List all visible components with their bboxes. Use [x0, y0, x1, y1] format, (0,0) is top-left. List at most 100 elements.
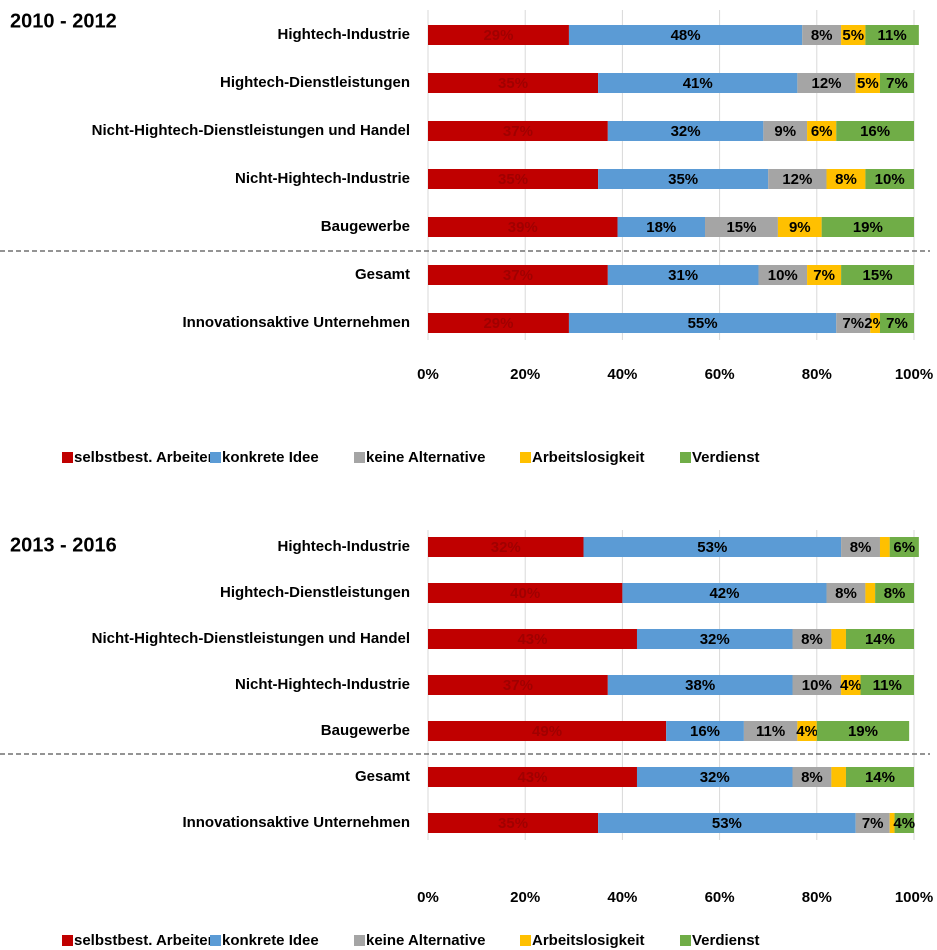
bar-segment	[865, 583, 876, 603]
category-label: Gesamt	[355, 768, 410, 785]
bar-segment	[841, 537, 880, 557]
bar-segment	[428, 537, 584, 557]
bar-segment	[428, 675, 608, 695]
chart-title: 2013 - 2016	[10, 534, 117, 556]
chart-title: 2010 - 2012	[10, 10, 117, 32]
legend-label: Arbeitslosigkeit	[532, 932, 645, 949]
bar-segment	[568, 25, 803, 45]
category-label: Nicht-Hightech-Industrie	[235, 676, 410, 693]
bar-segment	[831, 629, 846, 649]
bar-segment	[816, 721, 910, 741]
data-label: 8%	[884, 585, 906, 602]
data-label: 53%	[697, 539, 727, 556]
bar-segment	[622, 583, 827, 603]
data-label: 4%	[796, 723, 818, 740]
data-label: 43%	[517, 769, 547, 786]
data-label: 8%	[850, 539, 872, 556]
legend-marker	[680, 935, 691, 946]
bar-segment	[797, 73, 856, 93]
bar-segment	[889, 813, 895, 833]
data-label: 35%	[498, 815, 528, 832]
data-label: 35%	[498, 171, 528, 188]
data-label: 6%	[893, 539, 915, 556]
bar-segment	[428, 583, 623, 603]
bar-segment	[428, 629, 637, 649]
bar-segment	[870, 313, 880, 333]
category-label: Nicht-Hightech-Dienstleistungen und Hand…	[92, 630, 410, 647]
bar-segment	[792, 767, 832, 787]
data-label: 41%	[683, 75, 713, 92]
bar-segment	[860, 675, 914, 695]
bar-segment	[855, 73, 880, 93]
legend-label: konkrete Idee	[222, 449, 319, 466]
bar-segment	[821, 217, 914, 237]
category-label: Innovationsaktive Unternehmen	[182, 814, 410, 831]
bar-segment	[841, 265, 914, 285]
data-label: 14%	[865, 769, 895, 786]
bar-segment	[807, 265, 842, 285]
data-label: 38%	[685, 677, 715, 694]
legend-marker	[520, 935, 531, 946]
bar-segment	[607, 675, 793, 695]
data-label: 37%	[503, 677, 533, 694]
bar-segment	[763, 121, 808, 141]
data-label: 35%	[668, 171, 698, 188]
bar-segment	[568, 313, 837, 333]
bar-segment	[879, 537, 890, 557]
data-label: 11%	[756, 723, 785, 740]
data-label: 9%	[774, 123, 796, 140]
x-tick-label: 40%	[607, 889, 637, 906]
legend-marker	[62, 452, 73, 463]
legend-label: Verdienst	[692, 449, 760, 466]
x-tick-label: 40%	[607, 366, 637, 383]
legend-label: keine Alternative	[366, 449, 486, 466]
legend-label: Arbeitslosigkeit	[532, 449, 645, 466]
x-tick-label: 80%	[802, 366, 832, 383]
data-label: 10%	[875, 171, 905, 188]
data-label: 8%	[835, 585, 857, 602]
data-label: 7%	[813, 267, 835, 284]
category-label: Gesamt	[355, 266, 410, 283]
bar-segment	[428, 73, 599, 93]
data-label: 49%	[532, 723, 562, 740]
bar-segment	[428, 169, 599, 189]
bar-segment	[428, 767, 637, 787]
bar-segment	[845, 767, 914, 787]
data-label: 18%	[646, 219, 676, 236]
bar-segment	[598, 73, 798, 93]
bar-segment	[792, 629, 832, 649]
legend-label: konkrete Idee	[222, 932, 319, 949]
data-label: 12%	[782, 171, 812, 188]
data-label: 35%	[498, 75, 528, 92]
data-label: 4%	[840, 677, 862, 694]
data-label: 8%	[801, 631, 823, 648]
bar-segment	[428, 121, 608, 141]
data-label: 5%	[842, 27, 864, 44]
bar-segment	[831, 767, 846, 787]
data-label: 29%	[483, 27, 513, 44]
bar-segment	[845, 629, 914, 649]
data-label: 6%	[811, 123, 833, 140]
data-label: 40%	[510, 585, 540, 602]
data-label: 48%	[671, 27, 701, 44]
bar-segment	[826, 169, 866, 189]
x-tick-label: 0%	[417, 889, 439, 906]
data-label: 42%	[709, 585, 739, 602]
x-tick-label: 20%	[510, 889, 540, 906]
legend-label: Verdienst	[692, 932, 760, 949]
data-label: 37%	[503, 123, 533, 140]
x-tick-label: 80%	[802, 889, 832, 906]
data-label: 7%	[842, 315, 864, 332]
category-label: Nicht-Hightech-Industrie	[235, 170, 410, 187]
bar-segment	[841, 25, 866, 45]
data-label: 43%	[517, 631, 547, 648]
bar-segment	[705, 217, 778, 237]
bar-segment	[617, 217, 706, 237]
data-label: 29%	[483, 315, 513, 332]
bar-segment	[879, 73, 914, 93]
bar-segment	[607, 121, 764, 141]
bar-segment	[826, 583, 866, 603]
bar-segment	[797, 721, 817, 741]
x-tick-label: 100%	[895, 366, 933, 383]
bar-segment	[636, 767, 793, 787]
